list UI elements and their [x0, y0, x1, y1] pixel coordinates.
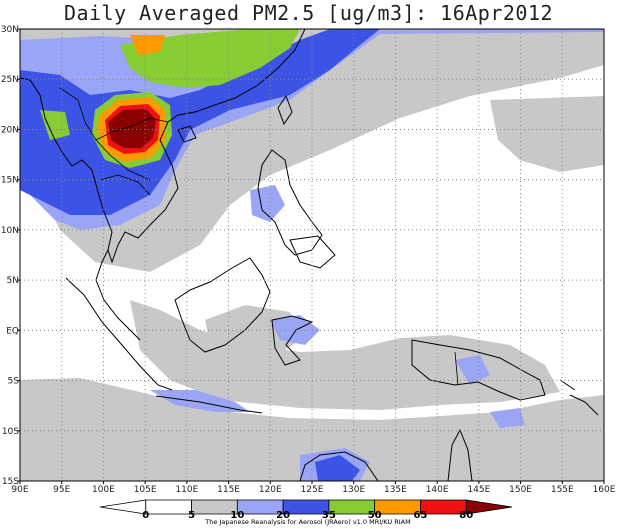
lat-label: 20N: [1, 125, 19, 135]
lon-label: 95E: [53, 485, 70, 495]
grey-band-east: [490, 96, 604, 172]
colorbar-segment: [145, 499, 192, 515]
colorbar-level-label: 50: [368, 510, 382, 521]
lon-label: 150E: [509, 485, 532, 495]
darkred-hotspot: [108, 109, 156, 148]
lat-label: 10S: [2, 427, 19, 437]
darkblue-patch-south: [315, 455, 360, 481]
lon-label: 135E: [384, 485, 407, 495]
lon-label: 130E: [342, 485, 365, 495]
lon-label: 115E: [217, 485, 240, 495]
lat-label: 15N: [1, 176, 19, 186]
coastline-java: [155, 395, 263, 414]
concentration-shading: [20, 29, 604, 481]
lon-label: 105E: [134, 485, 157, 495]
coastline-hainan: [177, 125, 197, 143]
coastline-cape-york: [447, 428, 473, 481]
orange-patch-north: [130, 35, 165, 55]
latitude-labels: 30N 25N 20N 15N 10N 5N EQ 5S 10S 15S: [1, 25, 20, 487]
lat-label: EQ: [6, 326, 19, 336]
lat-label: 5N: [7, 276, 19, 286]
lon-label: 160E: [593, 485, 616, 495]
coastline-china: [167, 29, 306, 123]
longitude-labels: 90E 95E 100E 105E 110E 115E 120E 125E 130E 135E 14…: [11, 481, 616, 495]
lon-label: 125E: [301, 485, 324, 495]
lon-label: 110E: [175, 485, 198, 495]
borders: [59, 87, 459, 386]
lon-label: 100E: [92, 485, 115, 495]
lon-label: 140E: [426, 485, 449, 495]
lon-label: 145E: [467, 485, 490, 495]
colorbar-labels: 0 5 10 20 35 50 65 80: [142, 510, 473, 521]
lightblue-patch-philippines: [250, 185, 285, 222]
coastline-mindanao: [289, 235, 336, 269]
coastline-malay-peninsula: [95, 249, 141, 341]
colorbar-caption: The Japanese Reanalysis for Aerosol (JRA…: [204, 518, 410, 526]
coastline-borneo: [174, 257, 271, 353]
lightblue-patch-sulawesi: [270, 315, 320, 345]
green-patch-west: [40, 110, 70, 140]
border-thai-cambodia: [99, 174, 151, 196]
border-laos: [95, 139, 151, 181]
border-china-burma: [59, 87, 169, 141]
lat-label: 30N: [1, 25, 19, 35]
lat-label: 10N: [1, 226, 19, 236]
lat-label: 25N: [1, 75, 19, 85]
lat-label: 5S: [8, 377, 20, 387]
colorbar-level-label: 35: [322, 510, 336, 521]
colorbar-level-label: 0: [142, 510, 149, 521]
lon-label: 120E: [259, 485, 282, 495]
colorbar-level-label: 65: [413, 510, 427, 521]
grey-band-maritime: [130, 300, 560, 410]
colorbar-segment: [99, 499, 147, 515]
green-region: [120, 29, 300, 88]
lightblue-patch-newguinea: [455, 355, 490, 385]
coastline-newguinea: [411, 339, 546, 401]
lat-label: 15S: [2, 477, 19, 487]
colorbar-level-label: 5: [188, 510, 195, 521]
coastline-indochina: [61, 121, 179, 264]
gridlines: [20, 29, 604, 481]
coastline-philippines: [257, 149, 323, 256]
colorbar-level-label: 10: [230, 510, 244, 521]
coastline-sulawesi: [271, 315, 314, 366]
grey-patch-pacific: [535, 55, 575, 78]
border-newguinea: [454, 351, 459, 386]
colorbar-level-label: 80: [459, 510, 473, 521]
colorbar-segment: [465, 499, 513, 515]
colorbar: [99, 499, 513, 515]
colorbar-level-label: 20: [276, 510, 290, 521]
coastline-australia: [299, 451, 379, 481]
coastline-taiwan: [277, 94, 293, 126]
lightblue-patch-south-east: [490, 408, 525, 428]
map-title: Daily Averaged PM2.5 [ug/m3]: 16Apr2012: [63, 1, 554, 25]
darkblue-region: [20, 29, 380, 215]
lon-label: 90E: [11, 485, 28, 495]
coastline-sumatra: [65, 277, 173, 391]
lon-label: 155E: [551, 485, 574, 495]
